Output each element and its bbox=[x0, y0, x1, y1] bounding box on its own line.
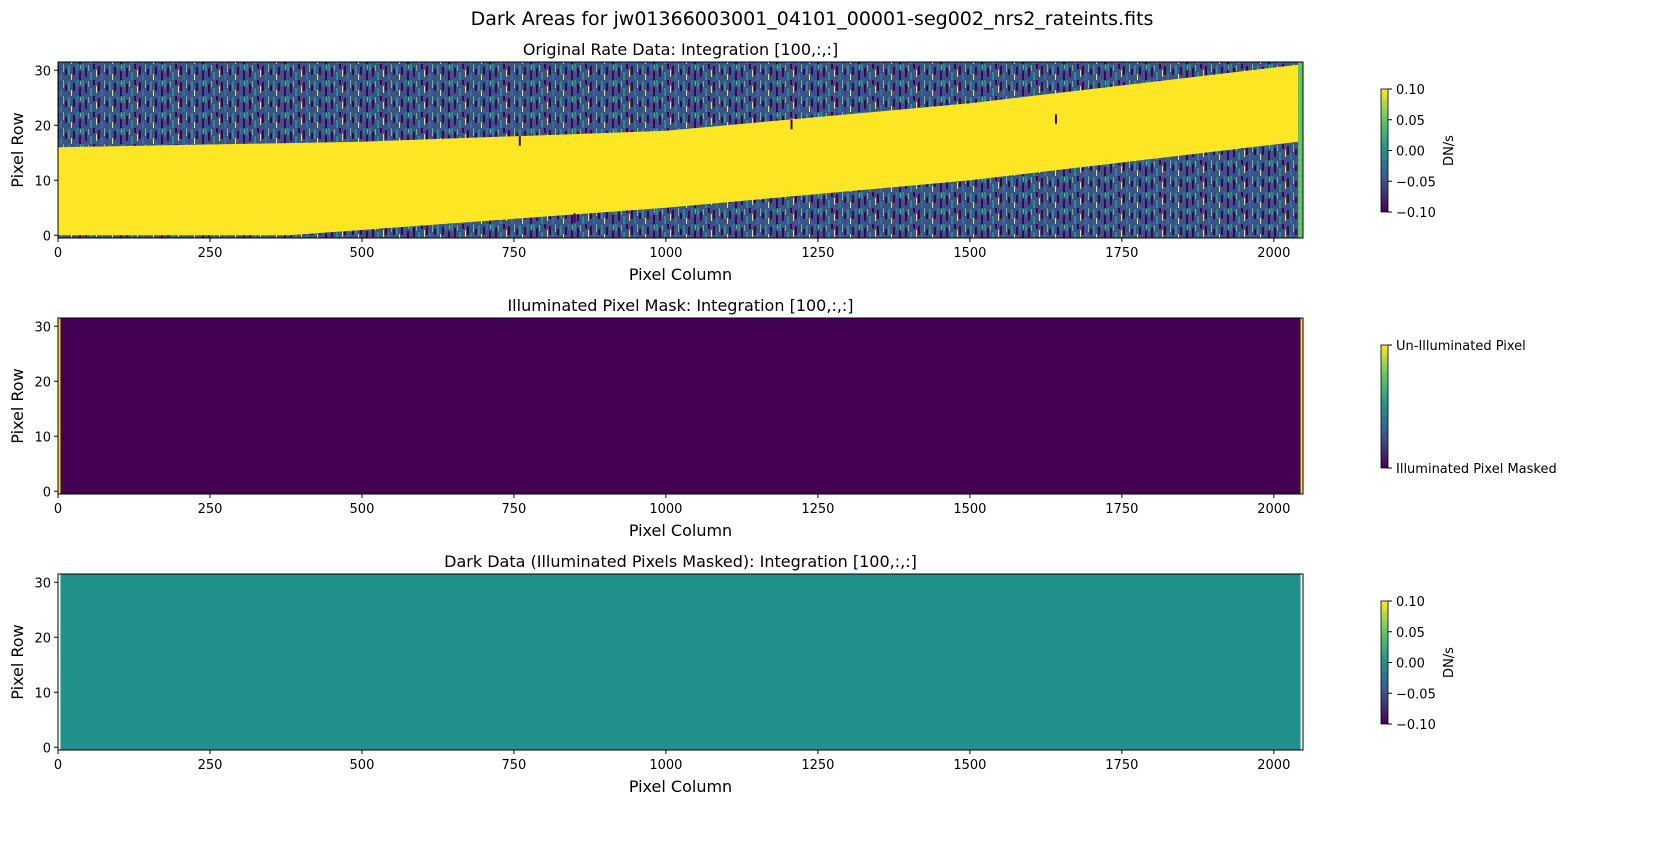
x-tick-label: 1000 bbox=[649, 758, 682, 773]
y-tick-label: 0 bbox=[43, 741, 51, 756]
bad-pixel bbox=[1054, 114, 1057, 124]
colorbar-gradient bbox=[1380, 88, 1389, 213]
x-tick-label: 250 bbox=[198, 246, 223, 261]
y-tick-label: 20 bbox=[34, 119, 51, 134]
colorbar-tick-label: Un-Illuminated Pixel bbox=[1396, 339, 1526, 354]
axes-frame bbox=[57, 317, 1304, 495]
panel-title: Illuminated Pixel Mask: Integration [100… bbox=[507, 296, 853, 315]
x-tick-label: 1250 bbox=[801, 758, 834, 773]
y-tick-label: 10 bbox=[34, 686, 51, 701]
x-tick-label: 1500 bbox=[953, 502, 986, 517]
x-tick-label: 2000 bbox=[1257, 246, 1290, 261]
panel-title: Dark Data (Illuminated Pixels Masked): I… bbox=[444, 552, 917, 571]
heatmap-image bbox=[58, 62, 1303, 238]
x-axis-label: Pixel Column bbox=[629, 265, 732, 284]
colorbar-label: DN/s bbox=[1442, 647, 1457, 678]
unilluminated-column bbox=[58, 318, 61, 494]
x-tick-label: 750 bbox=[502, 502, 527, 517]
colorbar-tick-label: 0.05 bbox=[1396, 626, 1425, 641]
colorbar-tick-label: 0.10 bbox=[1396, 83, 1425, 98]
x-tick-label: 250 bbox=[198, 758, 223, 773]
heatmap-image bbox=[58, 318, 1303, 494]
colorbar-tick-label: 0.00 bbox=[1396, 657, 1425, 672]
y-tick-label: 30 bbox=[34, 320, 51, 335]
x-tick-label: 1500 bbox=[953, 246, 986, 261]
bad-pixel bbox=[790, 119, 793, 130]
x-tick-label: 0 bbox=[54, 246, 62, 261]
colorbar-label: DN/s bbox=[1442, 135, 1457, 166]
bad-pixel bbox=[518, 136, 521, 146]
axes-frame bbox=[57, 61, 1304, 239]
x-tick-label: 2000 bbox=[1257, 502, 1290, 517]
colorbar: Un-Illuminated Pixel Illuminated Pixel Ma… bbox=[1380, 339, 1557, 477]
x-tick-label: 500 bbox=[350, 758, 375, 773]
x-axis-label: Pixel Column bbox=[629, 521, 732, 540]
colorbar-gradient bbox=[1380, 600, 1389, 725]
x-tick-label: 250 bbox=[198, 502, 223, 517]
y-tick-label: 20 bbox=[34, 631, 51, 646]
y-tick-label: 30 bbox=[34, 64, 51, 79]
x-tick-label: 1000 bbox=[649, 246, 682, 261]
x-tick-label: 0 bbox=[54, 502, 62, 517]
masked-region bbox=[58, 318, 1303, 494]
heatmap-image bbox=[58, 574, 1303, 750]
x-tick-label: 500 bbox=[350, 502, 375, 517]
x-tick-label: 1750 bbox=[1105, 246, 1138, 261]
bad-pixel bbox=[573, 213, 576, 223]
figure-title: Dark Areas for jw01366003001_04101_00001… bbox=[471, 8, 1154, 30]
x-tick-label: 1500 bbox=[953, 758, 986, 773]
y-axis-label: Pixel Row bbox=[8, 368, 27, 443]
axes-frame bbox=[57, 573, 1304, 751]
panel-3: Dark Data (Illuminated Pixels Masked): I… bbox=[8, 552, 1457, 796]
y-tick-label: 0 bbox=[43, 229, 51, 244]
colorbar-tick-label: 0.00 bbox=[1396, 145, 1425, 160]
x-tick-label: 1750 bbox=[1105, 758, 1138, 773]
x-tick-label: 750 bbox=[502, 758, 527, 773]
panel-1: Original Rate Data: Integration [100,:,:… bbox=[8, 40, 1457, 284]
y-tick-label: 30 bbox=[34, 576, 51, 591]
edge-column bbox=[1298, 62, 1303, 238]
colorbar-tick-label: Illuminated Pixel Masked bbox=[1396, 462, 1557, 477]
panel-title: Original Rate Data: Integration [100,:,:… bbox=[523, 40, 838, 59]
illuminated-trace bbox=[58, 64, 1299, 236]
y-tick-label: 10 bbox=[34, 174, 51, 189]
y-tick-label: 0 bbox=[43, 485, 51, 500]
y-tick-label: 10 bbox=[34, 430, 51, 445]
x-tick-label: 0 bbox=[54, 758, 62, 773]
colorbar: 0.10 0.05 0.00 −0.05 −0.10 DN/s bbox=[1380, 83, 1457, 221]
x-tick-label: 1250 bbox=[801, 246, 834, 261]
y-axis-label: Pixel Row bbox=[8, 624, 27, 699]
y-tick-label: 20 bbox=[34, 375, 51, 390]
dark-data-region bbox=[60, 574, 1301, 750]
colorbar-tick-label: −0.05 bbox=[1396, 175, 1436, 190]
colorbar-tick-label: 0.10 bbox=[1396, 595, 1425, 610]
x-tick-label: 2000 bbox=[1257, 758, 1290, 773]
colorbar: 0.10 0.05 0.00 −0.05 −0.10 DN/s bbox=[1380, 595, 1457, 733]
colorbar-tick-label: −0.05 bbox=[1396, 687, 1436, 702]
x-tick-label: 1000 bbox=[649, 502, 682, 517]
y-axis-label: Pixel Row bbox=[8, 112, 27, 187]
panel-2: Illuminated Pixel Mask: Integration [100… bbox=[8, 296, 1557, 540]
x-tick-label: 750 bbox=[502, 246, 527, 261]
x-tick-label: 1750 bbox=[1105, 502, 1138, 517]
colorbar-tick-label: −0.10 bbox=[1396, 206, 1436, 221]
colorbar-tick-label: 0.05 bbox=[1396, 114, 1425, 129]
x-tick-label: 1250 bbox=[801, 502, 834, 517]
colorbar-gradient bbox=[1380, 344, 1389, 469]
colorbar-tick-label: −0.10 bbox=[1396, 718, 1436, 733]
x-axis-label: Pixel Column bbox=[629, 777, 732, 796]
unilluminated-column bbox=[1300, 318, 1303, 494]
x-tick-label: 500 bbox=[350, 246, 375, 261]
